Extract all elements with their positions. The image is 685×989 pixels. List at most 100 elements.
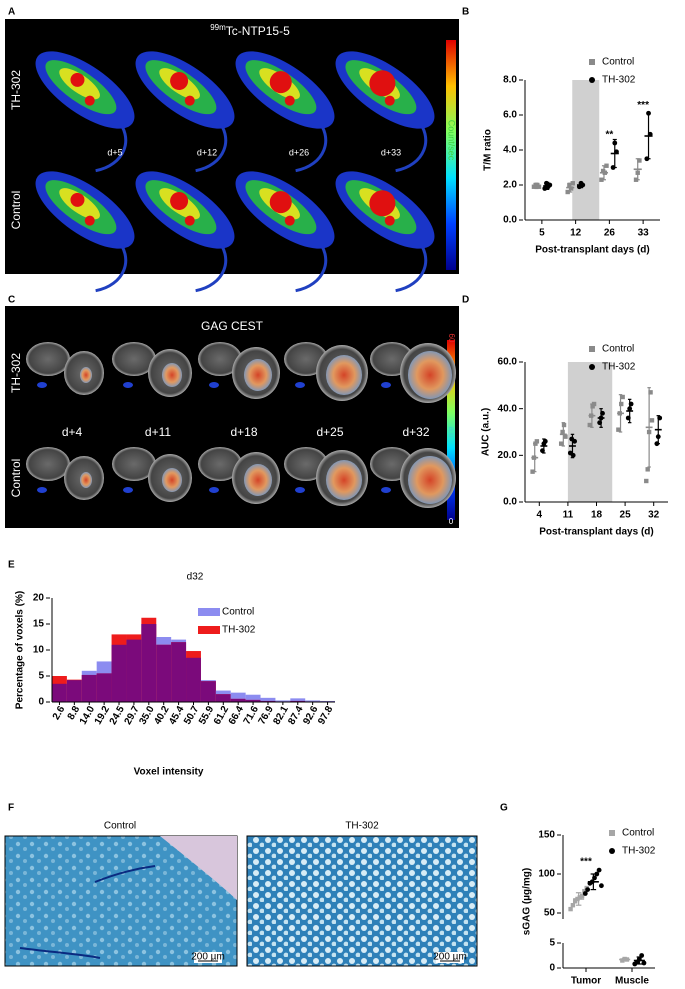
data-point [534,439,540,444]
timepoint-label: d+32 [402,425,429,439]
row-label: Control [9,459,23,498]
data-point [644,478,649,484]
x-tick-label: 33 [638,228,650,239]
cest-low [37,382,47,388]
legend-label: TH-302 [602,75,636,86]
data-point [547,182,553,188]
data-point [560,429,565,435]
y-tick-label: 8.0 [503,75,517,86]
bar [290,698,306,702]
timepoint-label: d+12 [197,147,217,157]
legend-marker [609,830,615,836]
y-tick-label: 150 [538,830,555,841]
colorbar-label: Count/sec [447,120,457,161]
cest-signal [162,363,182,387]
y-axis-label: sGAG (µg/mg) [522,868,533,935]
hot-spot [369,190,396,217]
timepoint-label: d+33 [381,147,401,157]
bar-overlap [215,694,231,702]
data-point [582,891,588,896]
bar-overlap [290,700,306,702]
data-point [612,140,618,146]
colorbar [446,40,456,270]
significance-label: *** [580,857,592,868]
scale-bar-label: 200 µm [433,952,467,963]
legend-label: TH-302 [222,625,256,636]
streak [94,865,156,883]
hot-spot [184,95,195,106]
y-tick-label: 6.0 [503,110,517,121]
x-tick-label: 18 [591,510,603,521]
highlight-region [572,80,600,220]
x-tick-label: 4 [537,510,543,521]
mouse-image [135,51,235,173]
y-tick-label: 60.0 [498,357,518,368]
legend-label: Control [222,607,254,618]
bar [275,700,291,702]
panel-label: G [500,803,508,814]
significance-label: *** [637,100,649,111]
cest-low [209,487,219,493]
x-tick-label: 25 [620,510,632,521]
data-point [610,165,616,170]
panel-label: D [462,295,469,306]
hot-spot [184,215,195,226]
cest-low [381,487,391,493]
data-point [596,867,602,873]
bar-overlap [81,674,97,702]
bar-overlap [230,698,246,702]
title-superscript: 99m [210,23,226,32]
data-point [635,170,640,175]
mouse-image [135,171,235,293]
y-tick-label: 100 [538,869,555,880]
data-point [600,410,605,416]
cest-signal [326,460,362,500]
data-point [567,182,572,188]
hot-spot [269,191,292,214]
hot-spot [84,215,95,226]
data-point [622,956,627,962]
x-tick-label: Tumor [571,976,601,987]
data-point [563,434,568,439]
data-point [577,895,582,900]
y-tick-label: 0 [549,963,555,974]
data-point [572,899,578,904]
data-point [582,888,587,894]
data-point [636,956,642,962]
scale-bar-bg [194,952,222,963]
data-point [598,415,604,421]
image-title: 99mTc-NTP15-5 [210,23,290,38]
cest-low [295,487,305,493]
x-tick-label: 32 [648,510,660,521]
x-tick-label: 26 [604,228,616,239]
mouse-image [35,51,135,173]
data-point [619,401,624,407]
y-tick-label: 0.0 [503,215,517,226]
data-point [530,469,535,474]
y-tick-label: 15 [33,619,45,630]
tissue-fold [160,836,237,900]
hot-spot [70,192,85,207]
x-tick-label: 5 [539,228,545,239]
hot-spot [269,71,292,94]
x-axis-label: Post-transplant days (d) [539,527,653,538]
data-point [617,411,623,416]
data-point [625,415,631,421]
colorbar-max: 60 [447,334,456,343]
cest-low [295,382,305,388]
legend-label: TH-302 [602,362,636,373]
data-point [655,434,661,440]
cest-low [381,382,391,388]
timepoint-label: d+4 [62,425,83,439]
cest-signal [244,359,272,391]
data-point [644,156,650,162]
colorbar-label: a.u [447,426,456,437]
legend-label: Control [602,57,634,68]
timepoint-label: d+5 [107,147,122,157]
data-point [637,158,642,163]
data-point [614,149,619,155]
data-point [536,184,542,189]
data-point [570,903,576,908]
data-point [633,177,639,182]
y-tick-label: 10 [33,645,45,656]
